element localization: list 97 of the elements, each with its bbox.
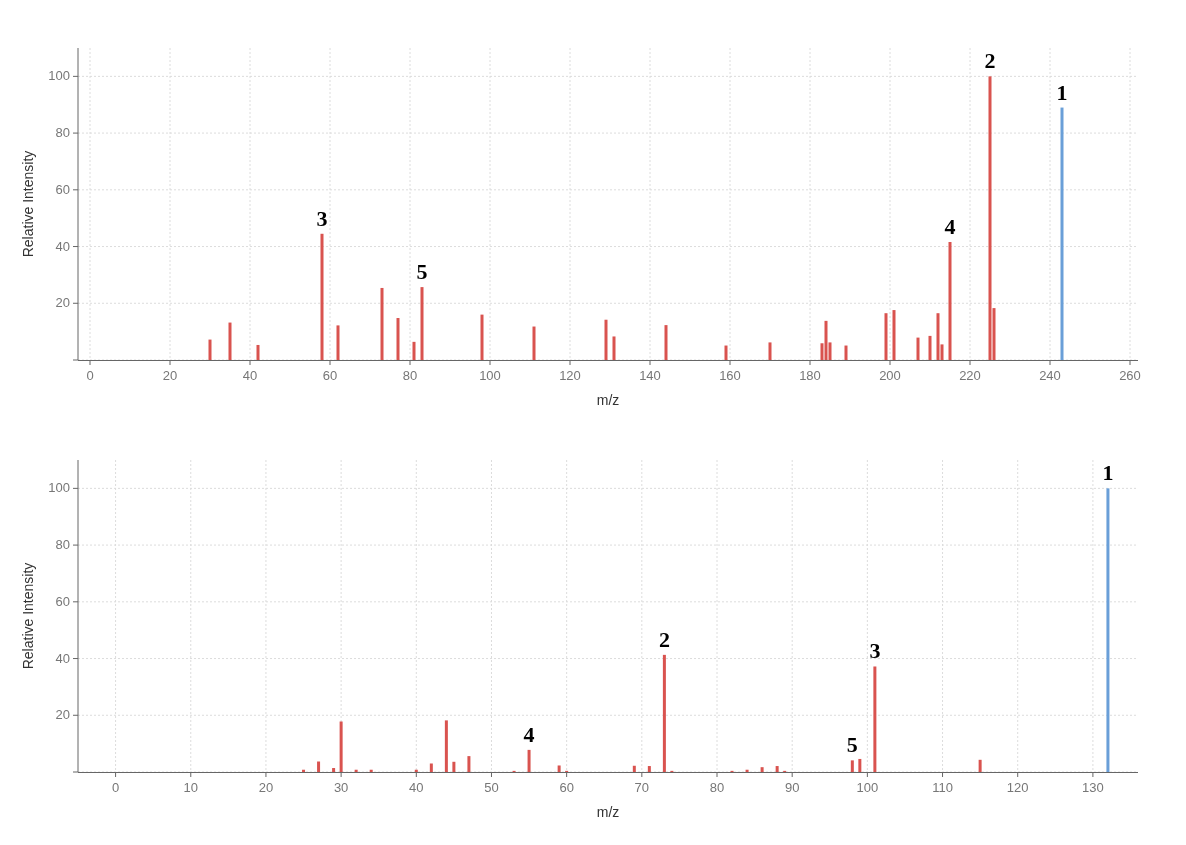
x-tick-label: 0	[111, 780, 120, 795]
bar	[873, 666, 877, 772]
bar	[532, 326, 536, 360]
bar	[775, 766, 779, 772]
x-tick-label: 120	[559, 368, 581, 383]
bar	[396, 318, 400, 360]
bar	[768, 342, 772, 360]
x-tick-label: 200	[879, 368, 901, 383]
y-tick-label: 100	[48, 68, 70, 84]
bar	[228, 322, 232, 360]
x-tick-label: 240	[1039, 368, 1061, 383]
annotation: 2	[658, 626, 670, 652]
x-axis-title: m/z	[596, 804, 620, 820]
y-tick-label: 20	[55, 707, 70, 723]
x-tick-label: 160	[719, 368, 741, 383]
y-tick-label: 60	[55, 593, 70, 609]
bar	[916, 337, 920, 360]
x-tick-label: 260	[1119, 368, 1141, 383]
bar	[988, 76, 992, 360]
bar	[724, 345, 728, 360]
bar	[208, 339, 212, 360]
bar	[892, 310, 896, 360]
y-tick-label: 40	[55, 650, 70, 666]
x-tick-label: 20	[258, 780, 274, 795]
annotation: 3	[869, 638, 881, 664]
bar	[844, 345, 848, 360]
bar	[632, 765, 636, 772]
annotation: 5	[416, 259, 428, 285]
y-tick-label: 20	[55, 295, 70, 311]
x-tick-label: 80	[402, 368, 418, 383]
x-tick-label: 40	[409, 780, 424, 795]
bar	[850, 760, 854, 772]
x-tick-label: 10	[183, 780, 198, 795]
x-tick-label: 180	[799, 368, 821, 383]
annotation: 2	[984, 48, 996, 74]
x-tick-label: 110	[932, 780, 953, 795]
y-axis-title: Relative Intensity	[20, 562, 36, 670]
x-tick-label: 100	[479, 368, 501, 383]
x-tick-label: 30	[333, 780, 349, 795]
bar	[612, 336, 616, 360]
bar	[948, 242, 952, 360]
bar	[339, 721, 343, 772]
x-tick-label: 60	[559, 780, 574, 795]
x-tick-label: 60	[322, 368, 338, 383]
bar	[332, 768, 336, 772]
bar	[928, 335, 932, 360]
bar	[1060, 107, 1064, 360]
bar	[884, 313, 888, 360]
bar	[824, 320, 828, 360]
annotation: 1	[1102, 460, 1114, 486]
x-tick-label: 20	[162, 368, 178, 383]
bar	[527, 749, 531, 772]
x-tick-label: 0	[86, 368, 94, 383]
x-tick-label: 100	[856, 780, 879, 795]
bar	[1106, 488, 1110, 772]
x-tick-label: 80	[709, 780, 725, 795]
bar	[936, 313, 940, 360]
annotation: 4	[523, 721, 535, 747]
annotation: 1	[1056, 79, 1068, 105]
bar	[320, 233, 324, 360]
y-tick-label: 80	[55, 537, 70, 553]
x-tick-label: 90	[784, 780, 800, 795]
bar	[380, 287, 384, 360]
bar	[256, 344, 260, 360]
bar	[978, 759, 982, 772]
bar	[664, 325, 668, 360]
y-tick-label: 40	[55, 238, 70, 254]
bar	[429, 763, 433, 772]
bar	[420, 287, 424, 360]
x-tick-label: 120	[1006, 780, 1029, 795]
x-tick-label: 220	[959, 368, 981, 383]
bar	[412, 341, 416, 360]
x-tick-label: 40	[242, 368, 258, 383]
y-tick-label: 100	[48, 480, 70, 496]
x-axis-title: m/z	[596, 392, 620, 408]
bar	[760, 767, 764, 772]
bar	[444, 720, 448, 772]
bar	[317, 761, 321, 772]
annotation: 3	[316, 205, 328, 231]
x-tick-label: 50	[484, 780, 499, 795]
y-tick-label: 60	[55, 181, 70, 197]
bar	[467, 756, 471, 772]
annotation: 4	[944, 214, 956, 240]
bar	[336, 325, 340, 360]
bar	[557, 765, 561, 772]
bar	[858, 758, 862, 772]
bar	[647, 766, 651, 772]
bar	[480, 314, 484, 360]
x-tick-label: 140	[639, 368, 661, 383]
y-tick-label: 80	[55, 125, 70, 141]
x-tick-label: 130	[1082, 780, 1104, 795]
bar	[452, 761, 456, 772]
bar	[662, 654, 666, 772]
y-axis-title: Relative Intensity	[20, 150, 36, 258]
x-tick-label: 70	[634, 780, 650, 795]
annotation: 5	[846, 732, 858, 758]
bar	[604, 319, 608, 360]
